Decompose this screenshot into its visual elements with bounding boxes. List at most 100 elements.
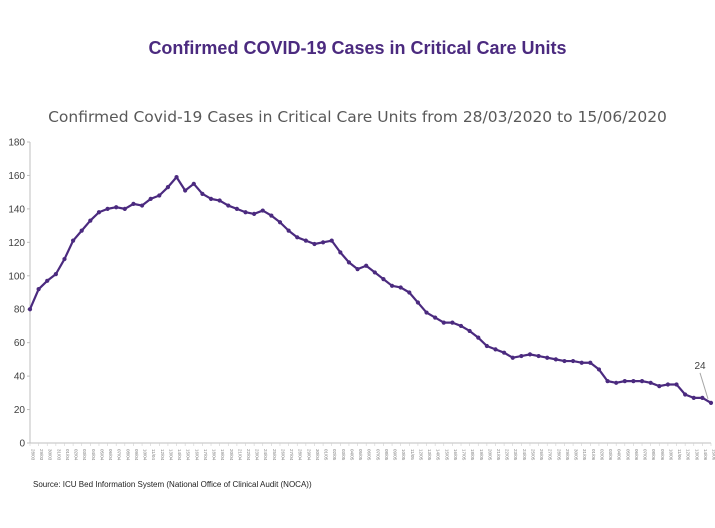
data-point xyxy=(183,188,188,193)
x-tick-label: 12/05 xyxy=(418,449,423,461)
x-tick-label: 13/04 xyxy=(168,449,173,461)
x-tick-label: 03/05 xyxy=(341,449,346,461)
x-tick-label: 17/04 xyxy=(203,449,208,461)
data-point xyxy=(596,367,602,372)
x-tick-label: 28/04 xyxy=(298,449,303,461)
x-tick-label: 10/06 xyxy=(668,449,673,461)
data-point xyxy=(165,185,171,190)
data-point xyxy=(320,240,326,245)
data-point xyxy=(691,395,696,400)
x-tick-label: 25/04 xyxy=(272,449,277,461)
data-point xyxy=(424,310,429,315)
x-tick-label: 27/04 xyxy=(289,449,294,461)
x-tick-label: 14/06 xyxy=(703,449,708,461)
data-point xyxy=(208,196,214,201)
y-tick-label: 80 xyxy=(14,305,26,316)
data-point xyxy=(174,175,179,180)
data-point xyxy=(441,320,446,325)
data-point xyxy=(226,203,231,208)
data-point xyxy=(398,285,403,290)
data-point xyxy=(364,263,369,268)
x-tick-label: 20/05 xyxy=(487,449,492,461)
y-tick-label: 0 xyxy=(19,439,25,450)
x-tick-label: 24/05 xyxy=(522,449,527,461)
data-point xyxy=(286,228,291,233)
y-tick-label: 40 xyxy=(14,372,26,383)
data-point xyxy=(553,357,558,362)
callout-leader-line xyxy=(699,372,709,400)
data-point xyxy=(277,220,283,225)
x-tick-label: 07/06 xyxy=(643,449,648,461)
data-point xyxy=(303,238,308,243)
y-tick-label: 120 xyxy=(8,238,25,249)
y-tick-label: 160 xyxy=(8,171,25,182)
x-tick-label: 02/04 xyxy=(74,449,79,461)
data-point xyxy=(27,307,33,312)
x-tick-label: 29/04 xyxy=(306,449,311,461)
chart-title: Confirmed Covid-19 Cases in Critical Car… xyxy=(48,108,667,126)
x-tick-label: 15/06 xyxy=(712,449,715,461)
data-point xyxy=(657,384,662,389)
x-tick-label: 10/05 xyxy=(401,449,406,461)
data-point xyxy=(217,198,222,203)
x-tick-label: 28/05 xyxy=(556,449,561,461)
x-tick-label: 12/04 xyxy=(160,449,165,461)
data-point xyxy=(467,328,472,334)
x-tick-label: 02/05 xyxy=(332,449,337,461)
x-tick-label: 04/05 xyxy=(349,449,354,461)
x-tick-label: 18/04 xyxy=(212,449,217,461)
data-point xyxy=(79,228,84,233)
x-tick-label: 22/04 xyxy=(246,449,251,461)
data-point xyxy=(355,266,360,272)
source-note: Source: ICU Bed Information System (Nati… xyxy=(33,480,312,489)
data-point xyxy=(71,238,76,243)
data-point xyxy=(53,272,58,277)
data-point xyxy=(622,379,627,384)
data-point xyxy=(674,382,679,387)
data-point xyxy=(36,287,41,292)
x-tick-label: 11/04 xyxy=(151,449,156,460)
x-tick-label: 08/06 xyxy=(651,449,656,461)
x-tick-label: 22/05 xyxy=(505,449,510,461)
data-point xyxy=(536,353,541,359)
data-point xyxy=(527,352,533,357)
x-tick-label: 16/05 xyxy=(453,449,458,461)
data-point xyxy=(234,206,239,211)
x-tick-label: 06/05 xyxy=(367,449,372,461)
data-point xyxy=(62,256,67,262)
x-tick-label: 25/05 xyxy=(530,449,535,461)
data-point xyxy=(665,382,670,387)
data-point xyxy=(131,201,136,206)
x-tick-label: 04/06 xyxy=(617,449,622,461)
x-tick-label: 03/06 xyxy=(608,449,613,461)
x-tick-label: 03/04 xyxy=(82,449,87,461)
callout-layer: 24 xyxy=(694,361,709,400)
x-tick-label: 09/06 xyxy=(660,449,665,461)
y-tick-label: 60 xyxy=(14,338,26,349)
data-point xyxy=(269,213,274,218)
x-tick-label: 01/04 xyxy=(65,449,70,461)
data-point xyxy=(148,196,153,201)
x-tick-label: 09/04 xyxy=(134,449,139,461)
data-point xyxy=(450,320,455,325)
slide-title: Confirmed COVID-19 Cases in Critical Car… xyxy=(148,38,567,58)
data-point xyxy=(329,238,334,243)
data-point xyxy=(191,181,196,186)
data-point xyxy=(45,278,50,283)
data-point xyxy=(372,270,377,275)
callout-label: 24 xyxy=(694,361,706,372)
x-tick-label: 13/05 xyxy=(427,449,432,461)
data-point xyxy=(510,355,515,360)
x-tick-label: 14/04 xyxy=(177,449,182,461)
x-tick-label: 28/03 xyxy=(31,449,36,461)
x-tick-label: 24/04 xyxy=(263,449,268,461)
data-point xyxy=(415,300,421,305)
x-tick-label: 21/05 xyxy=(496,449,501,461)
data-point xyxy=(338,250,343,255)
x-tick-label: 19/05 xyxy=(479,449,484,461)
x-tick-label: 19/04 xyxy=(220,449,225,461)
series-layer xyxy=(27,175,714,405)
x-tick-label: 01/05 xyxy=(324,449,329,461)
x-tick-label: 29/05 xyxy=(565,449,570,461)
